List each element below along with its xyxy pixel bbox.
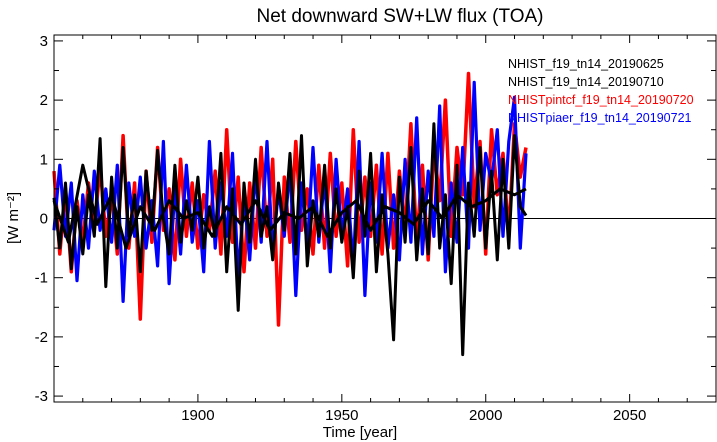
y-tick-label: 3 <box>40 33 48 50</box>
y-tick-label: 2 <box>40 92 48 109</box>
y-axis-label: [W m⁻²] <box>5 192 22 244</box>
y-tick-label: 1 <box>40 151 48 168</box>
legend-entry: NHISTpiaer_f19_tn14_20190721 <box>508 111 692 125</box>
chart-title: Net downward SW+LW flux (TOA) <box>256 6 543 27</box>
y-tick-label: -3 <box>35 388 48 405</box>
y-tick-label: -2 <box>35 329 48 346</box>
legend: NHIST_f19_tn14_20190625 NHIST_f19_tn14_20… <box>508 57 694 125</box>
x-tick-label: 2000 <box>469 407 502 424</box>
legend-entry: NHIST_f19_tn14_20190710 <box>508 75 664 89</box>
y-tick-label: -1 <box>35 270 48 287</box>
legend-entry: NHIST_f19_tn14_20190625 <box>508 57 664 71</box>
x-tick-label: 1900 <box>181 407 214 424</box>
y-tick-label: 0 <box>40 211 48 228</box>
series-line-1 <box>52 163 527 250</box>
x-tick-label: 1950 <box>325 407 358 424</box>
x-axis-label: Time [year] <box>323 424 397 441</box>
series-line-2 <box>52 122 528 357</box>
legend-entry: NHISTpintcf_f19_tn14_20190720 <box>508 93 694 107</box>
x-tick-label: 2050 <box>613 407 646 424</box>
